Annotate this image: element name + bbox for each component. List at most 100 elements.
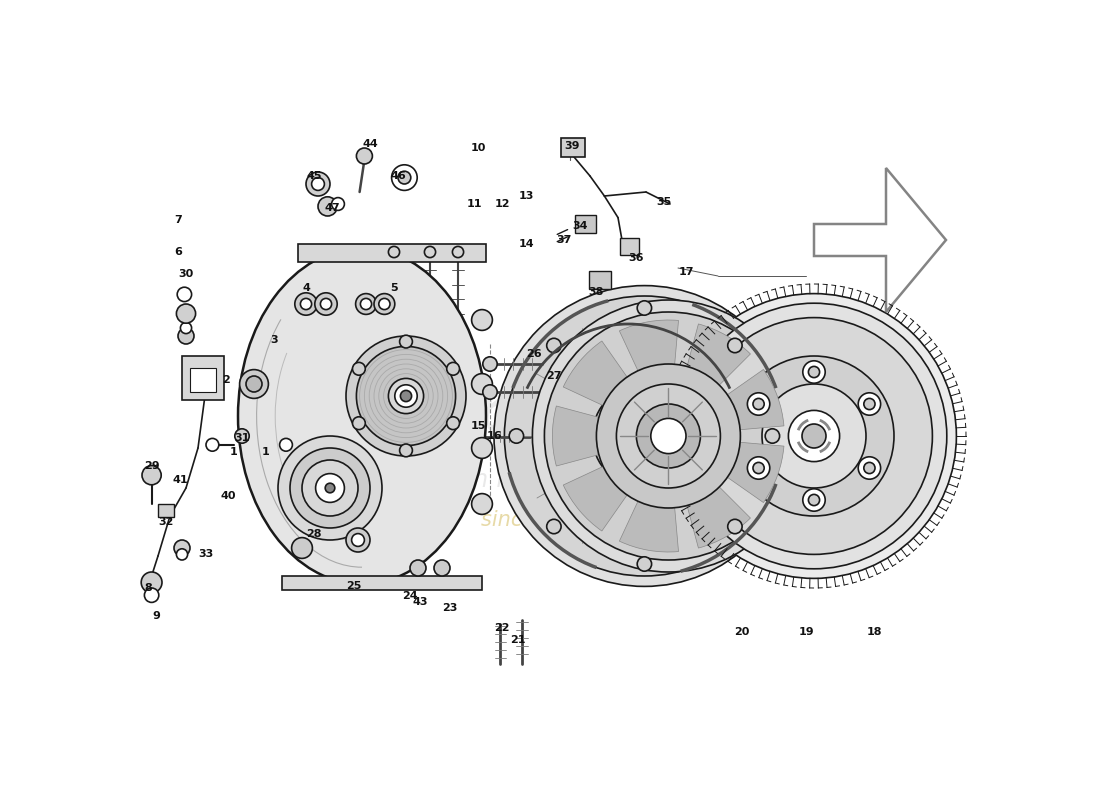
Circle shape (754, 398, 764, 410)
Text: 31: 31 (234, 434, 250, 443)
Circle shape (802, 424, 826, 448)
Text: 24: 24 (403, 591, 418, 601)
Wedge shape (619, 436, 679, 552)
FancyBboxPatch shape (190, 368, 216, 392)
Text: 41: 41 (173, 475, 188, 485)
Text: 19: 19 (799, 627, 814, 637)
Text: 30: 30 (178, 269, 194, 278)
Polygon shape (298, 244, 486, 262)
Wedge shape (669, 370, 784, 436)
Circle shape (695, 318, 933, 554)
Text: 27: 27 (547, 371, 562, 381)
Circle shape (858, 457, 881, 479)
Text: europarts: europarts (324, 387, 647, 445)
Circle shape (858, 393, 881, 415)
Wedge shape (669, 324, 750, 436)
Circle shape (392, 165, 417, 190)
Circle shape (803, 489, 825, 511)
Circle shape (378, 298, 390, 310)
Circle shape (608, 400, 681, 472)
Circle shape (311, 178, 324, 190)
Text: 4: 4 (302, 283, 310, 293)
Circle shape (681, 303, 947, 569)
Circle shape (361, 298, 372, 310)
Text: 33: 33 (198, 549, 213, 558)
Circle shape (399, 335, 412, 348)
Circle shape (300, 298, 311, 310)
Circle shape (762, 384, 866, 488)
Text: 40: 40 (221, 491, 236, 501)
Circle shape (278, 436, 382, 540)
Text: 26: 26 (526, 349, 542, 358)
Circle shape (326, 483, 334, 493)
Text: 6: 6 (174, 247, 182, 257)
Circle shape (547, 338, 561, 353)
Text: 25: 25 (346, 581, 362, 590)
Circle shape (803, 361, 825, 383)
Wedge shape (552, 406, 669, 466)
Text: 9: 9 (153, 611, 161, 621)
Text: 35: 35 (657, 197, 672, 206)
Circle shape (315, 293, 338, 315)
Text: 38: 38 (588, 287, 604, 297)
Circle shape (509, 429, 524, 443)
Circle shape (483, 385, 497, 399)
FancyBboxPatch shape (158, 504, 174, 517)
Circle shape (178, 328, 194, 344)
Circle shape (434, 560, 450, 576)
Circle shape (452, 246, 463, 258)
Circle shape (388, 378, 424, 414)
Circle shape (637, 404, 701, 468)
Circle shape (630, 422, 659, 450)
Text: 32: 32 (158, 517, 174, 526)
Text: 15: 15 (471, 421, 486, 430)
Circle shape (472, 374, 493, 394)
Circle shape (177, 287, 191, 302)
Circle shape (472, 310, 493, 330)
Circle shape (596, 364, 740, 508)
Circle shape (234, 429, 250, 443)
Circle shape (734, 356, 894, 516)
Circle shape (672, 294, 956, 578)
Circle shape (320, 298, 331, 310)
Text: 20: 20 (735, 627, 750, 637)
Circle shape (616, 384, 721, 488)
Circle shape (447, 417, 460, 430)
Circle shape (346, 336, 466, 456)
Circle shape (352, 362, 365, 375)
Text: 11: 11 (466, 199, 482, 209)
Text: 29: 29 (144, 461, 159, 470)
Circle shape (176, 304, 196, 323)
Wedge shape (619, 320, 679, 436)
Circle shape (318, 197, 338, 216)
Circle shape (346, 528, 370, 552)
Text: 22: 22 (494, 623, 509, 633)
Text: 2: 2 (222, 375, 230, 385)
Circle shape (356, 346, 455, 446)
Text: 39: 39 (564, 141, 580, 150)
Circle shape (593, 384, 696, 488)
Text: 43: 43 (412, 597, 428, 606)
Circle shape (352, 534, 364, 546)
Circle shape (483, 357, 497, 371)
Text: 36: 36 (629, 253, 645, 262)
Circle shape (728, 519, 743, 534)
Circle shape (728, 338, 743, 353)
Wedge shape (669, 436, 750, 548)
Circle shape (246, 376, 262, 392)
Ellipse shape (238, 248, 486, 584)
Circle shape (206, 438, 219, 451)
Circle shape (864, 462, 874, 474)
Circle shape (864, 398, 874, 410)
Circle shape (637, 557, 651, 571)
Circle shape (808, 494, 820, 506)
Circle shape (399, 444, 412, 457)
Text: 45: 45 (306, 171, 321, 181)
Text: 37: 37 (557, 235, 572, 245)
Circle shape (316, 474, 344, 502)
Text: 16: 16 (486, 431, 502, 441)
Text: 7: 7 (174, 215, 182, 225)
Circle shape (544, 312, 792, 560)
Text: 46: 46 (390, 171, 406, 181)
Text: 18: 18 (867, 627, 882, 637)
